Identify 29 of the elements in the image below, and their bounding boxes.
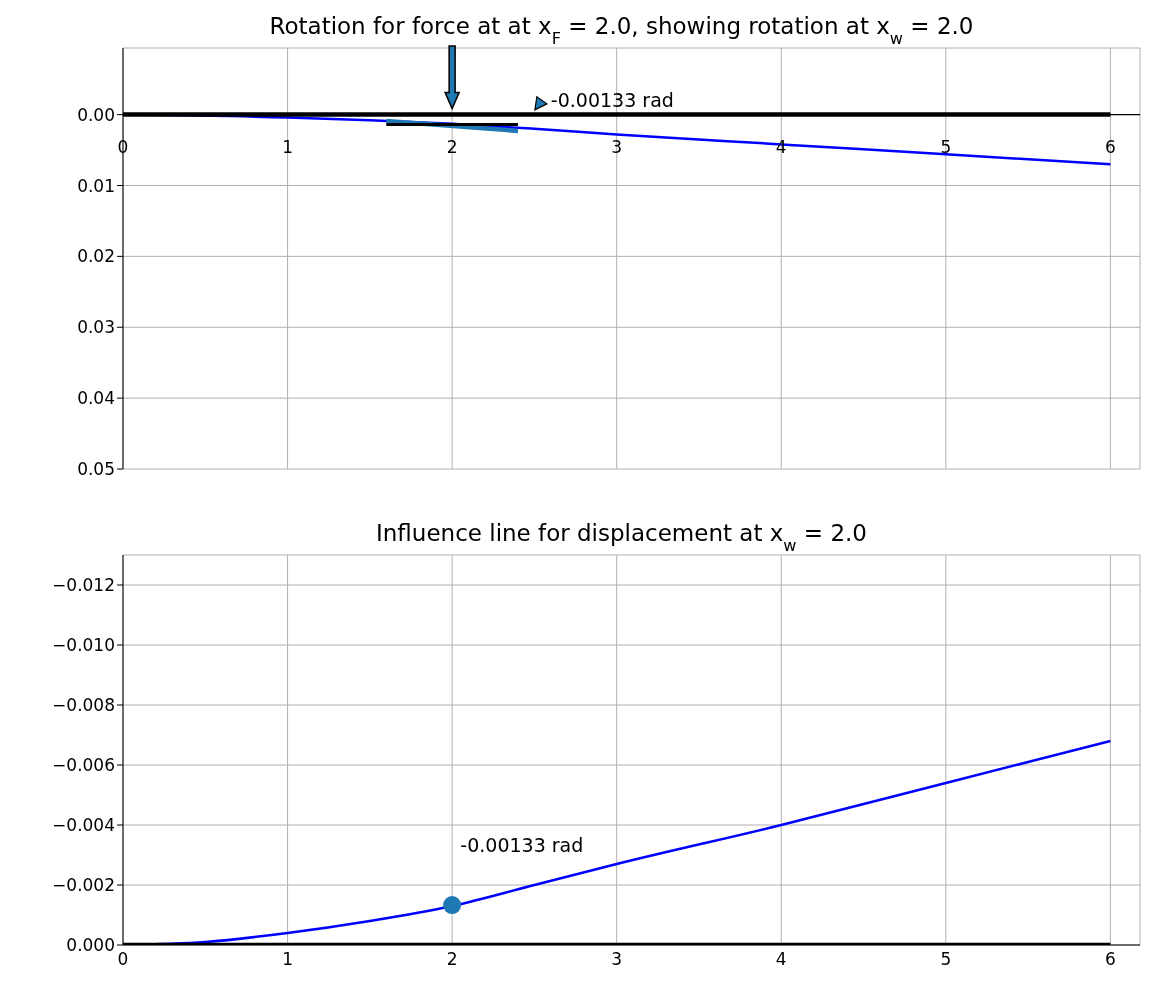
x-tick-label: 4	[775, 949, 787, 969]
x-tick-label: 5	[940, 949, 952, 969]
chart-title: Influence line for displacement at x$_{w}$ = 2.0	[375, 520, 868, 555]
y-tick-label: −0.012	[52, 575, 115, 596]
y-tick-label: 0.01	[77, 175, 115, 196]
y-tick-label: 0.000	[66, 935, 115, 956]
x-tick-label: 1	[282, 949, 293, 969]
x-tick-label: 2	[446, 949, 458, 969]
annotation: -0.00133 rad	[550, 89, 674, 112]
x-tick-label: 2	[446, 136, 458, 157]
y-tick-label: −0.010	[52, 635, 115, 656]
y-tick-label: 0.05	[77, 459, 115, 480]
y-tick-label: 0.03	[77, 317, 115, 338]
annotation: -0.00133 rad	[460, 833, 584, 856]
x-tick-label: 6	[1104, 136, 1116, 157]
y-tick-label: −0.002	[52, 875, 115, 896]
y-tick-label: −0.004	[52, 815, 115, 836]
x-tick-label: 3	[611, 949, 623, 969]
x-tick-label: 0	[117, 949, 129, 969]
y-tick-label: −0.008	[52, 695, 115, 716]
x-tick-label: 1	[282, 136, 293, 157]
chart-title: Rotation for force at at x$_{F}$ = 2.0, showing rotation at x$_{w}$ = 2.0	[269, 13, 974, 48]
x-tick-label: 6	[1104, 949, 1116, 969]
y-tick-label: 0.04	[77, 388, 115, 409]
x-tick-label: 3	[611, 136, 623, 157]
y-tick-label: 0.02	[77, 246, 115, 267]
y-tick-label: 0.00	[77, 104, 115, 125]
x-tick-label: 5	[940, 136, 952, 157]
y-tick-label: −0.006	[52, 755, 115, 776]
